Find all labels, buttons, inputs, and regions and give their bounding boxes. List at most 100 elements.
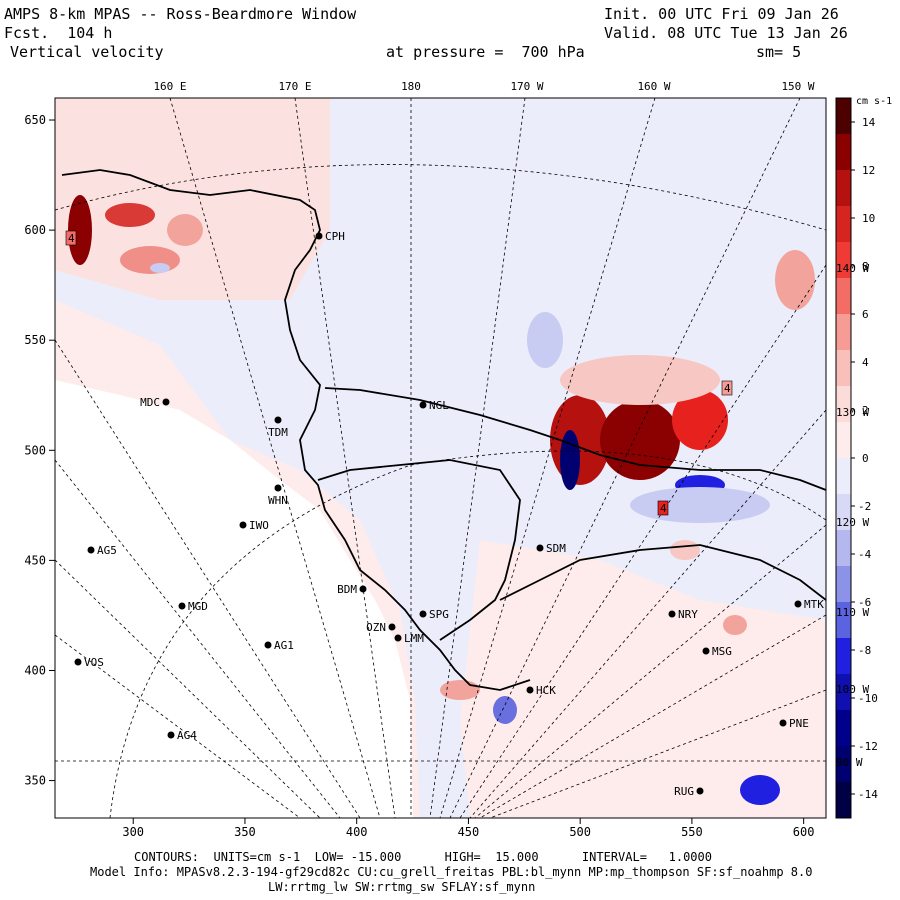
station-marker <box>779 719 787 727</box>
station-marker <box>536 544 544 552</box>
blue-blob-nw <box>150 263 170 273</box>
meridian-170e <box>294 98 396 818</box>
station-marker <box>526 686 534 694</box>
station-marker <box>419 401 427 409</box>
station-label: AG1 <box>274 639 294 652</box>
colorbar-label: 8 <box>862 260 869 273</box>
colorbar-label: -8 <box>858 644 871 657</box>
meridian-160w <box>439 98 656 818</box>
meridian-150w <box>449 98 801 818</box>
longitude-label: 170 W <box>510 80 543 93</box>
side-longitude-label: 140 W <box>836 262 869 275</box>
side-longitude-label: 100 W <box>836 683 869 696</box>
pale-red-region-north <box>55 98 330 300</box>
station-marker <box>702 647 710 655</box>
longitude-label: 160 W <box>637 80 670 93</box>
blue-region-e <box>630 487 770 523</box>
colorbar-label: 12 <box>862 164 875 177</box>
station-marker <box>696 787 704 795</box>
y-tick-label: 350 <box>24 774 46 788</box>
side-longitude-label: 90 W <box>836 756 863 769</box>
white-plateau <box>55 380 413 818</box>
coastline-marie-byrd <box>499 544 826 601</box>
colorbar-label: -2 <box>858 500 871 513</box>
meridian-140e <box>55 459 341 818</box>
station-label: BDM <box>337 583 357 596</box>
red-blob-ne <box>775 250 815 310</box>
blue-blob-coast <box>493 696 517 724</box>
coastline-victoria-land <box>61 169 531 691</box>
x-tick-label: 450 <box>458 825 480 839</box>
x-tick-label: 600 <box>793 825 815 839</box>
y-tick-label: 400 <box>24 663 46 677</box>
y-tick-label: 650 <box>24 113 46 127</box>
red-blob-nw-2 <box>120 246 180 274</box>
colorbar-label: 4 <box>862 356 869 369</box>
meridian-120e <box>55 634 301 818</box>
box-marker-2-label: 4 <box>724 382 731 395</box>
station-label: OZN <box>366 621 386 634</box>
x-tick-label: 400 <box>346 825 368 839</box>
pale-red-region-east <box>460 540 826 818</box>
station-marker <box>394 634 402 642</box>
station-label: AG4 <box>177 729 197 742</box>
colorbar <box>835 97 852 819</box>
station-marker <box>668 610 676 618</box>
station-label: MSG <box>712 645 732 658</box>
box-marker-2 <box>721 380 733 396</box>
station-marker <box>74 658 82 666</box>
longitude-labels: 160 E 170 E 180 170 W 160 W 150 W <box>153 80 814 93</box>
x-tick-label: 300 <box>122 825 144 839</box>
meridian-110w <box>479 614 826 818</box>
station-label: PNE <box>789 717 809 730</box>
station-label: NRY <box>678 608 698 621</box>
station-marker <box>167 731 175 739</box>
forecast-hour: Fcst. 104 h <box>4 24 113 42</box>
side-longitude-labels: 140 W 130 W 120 W 110 W 100 W 90 W <box>836 262 869 769</box>
colorbar-label: 6 <box>862 308 869 321</box>
colorbar-label: 2 <box>862 404 869 417</box>
blue-blob-mid <box>527 312 563 368</box>
red-blob-nw-1 <box>105 203 155 227</box>
init-time: Init. 00 UTC Fri 09 Jan 26 <box>604 5 839 23</box>
map-frame <box>54 97 827 819</box>
station-marker <box>359 585 367 593</box>
station-label: TDM <box>268 426 288 439</box>
field-name: Vertical velocity <box>10 43 164 61</box>
colorbar-label: -10 <box>858 692 878 705</box>
station-label: HCK <box>536 684 556 697</box>
red-blob-se <box>723 615 747 635</box>
colorbar-labels: 14 12 10 8 6 4 2 0 -2 -4 -6 -8 -10 -12 -14 <box>851 116 878 801</box>
colorbar-label: -6 <box>858 596 871 609</box>
blue-blob-s <box>740 775 780 805</box>
red-blob-nw-3 <box>167 214 203 246</box>
colorbar-units: cm s-1 <box>856 96 892 107</box>
station-marker <box>274 484 282 492</box>
colorbar-label: -14 <box>858 788 878 801</box>
meridian-170w <box>429 98 526 818</box>
station-label: NGL <box>429 399 449 412</box>
meridian-130e <box>55 559 321 818</box>
colorbar-label: 0 <box>862 452 869 465</box>
station-label: WHN <box>268 494 288 507</box>
station-label: SDM <box>546 542 566 555</box>
station-label: SPG <box>429 608 449 621</box>
y-tick-label: 450 <box>24 553 46 567</box>
side-longitude-label: 130 W <box>836 406 869 419</box>
station-label: LMM <box>404 632 424 645</box>
colorbar-label: 10 <box>862 212 875 225</box>
station-marker <box>87 546 95 554</box>
red-blob-s <box>670 540 700 560</box>
station-marker <box>162 398 170 406</box>
meridian-130w <box>469 409 826 818</box>
pressure-level: at pressure = 700 hPa <box>386 43 585 61</box>
longitude-label: 170 E <box>278 80 311 93</box>
station-marker <box>315 232 323 240</box>
red-blob-coast <box>440 680 480 700</box>
station-marker <box>274 416 282 424</box>
station-label: MTK <box>804 598 824 611</box>
red-band-e-3 <box>672 390 728 450</box>
ice-shelf-front <box>324 387 826 491</box>
x-tick-label: 550 <box>681 825 703 839</box>
y-tick-label: 500 <box>24 443 46 457</box>
